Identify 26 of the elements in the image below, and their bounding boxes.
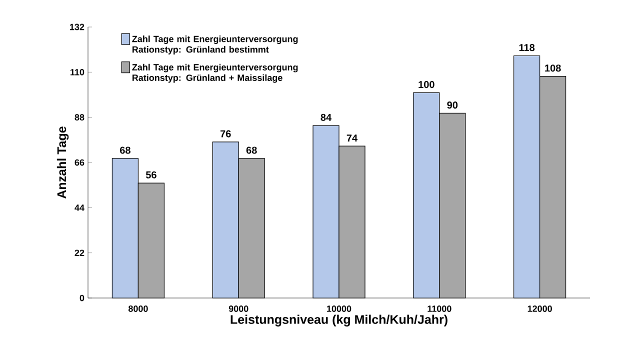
x-tick-label: 10000 — [327, 306, 352, 312]
data-label: 68 — [246, 146, 257, 154]
x-tick-label: 11000 — [428, 306, 452, 312]
data-label: 74 — [346, 134, 358, 142]
x-tick-label: 8000 — [128, 306, 148, 312]
y-tick-label: 132 — [70, 24, 84, 30]
x-tick-label: 9000 — [228, 306, 248, 312]
data-label: 56 — [146, 171, 156, 178]
y-tick-label: 44 — [74, 204, 84, 211]
data-label: 108 — [545, 64, 561, 72]
y-tick-label: 0 — [80, 294, 84, 302]
legend-label: Zahl Tage mit Energieunterversorgung Rationstyp: Grünland bestimmt — [132, 36, 298, 54]
y-tick-label: 66 — [74, 159, 84, 166]
data-label: 76 — [220, 130, 231, 138]
y-tick-label: 110 — [70, 68, 84, 76]
data-label: 118 — [519, 44, 535, 52]
y-axis-title: Anzahl Tage — [56, 126, 69, 199]
y-tick-label: 22 — [74, 250, 84, 256]
legend-label: Zahl Tage mit Energieunterversorgung Rationstyp: Grünland + Maissilage — [132, 64, 298, 83]
data-label: 100 — [418, 80, 434, 88]
x-axis-title: Leistungsniveau (kg Milch/Kuh/Jahr) — [230, 314, 448, 326]
data-label: 84 — [320, 114, 332, 121]
data-label: 68 — [120, 146, 130, 154]
x-tick-label: 12000 — [528, 306, 552, 312]
y-tick-label: 88 — [74, 114, 84, 121]
data-label: 90 — [447, 102, 458, 109]
